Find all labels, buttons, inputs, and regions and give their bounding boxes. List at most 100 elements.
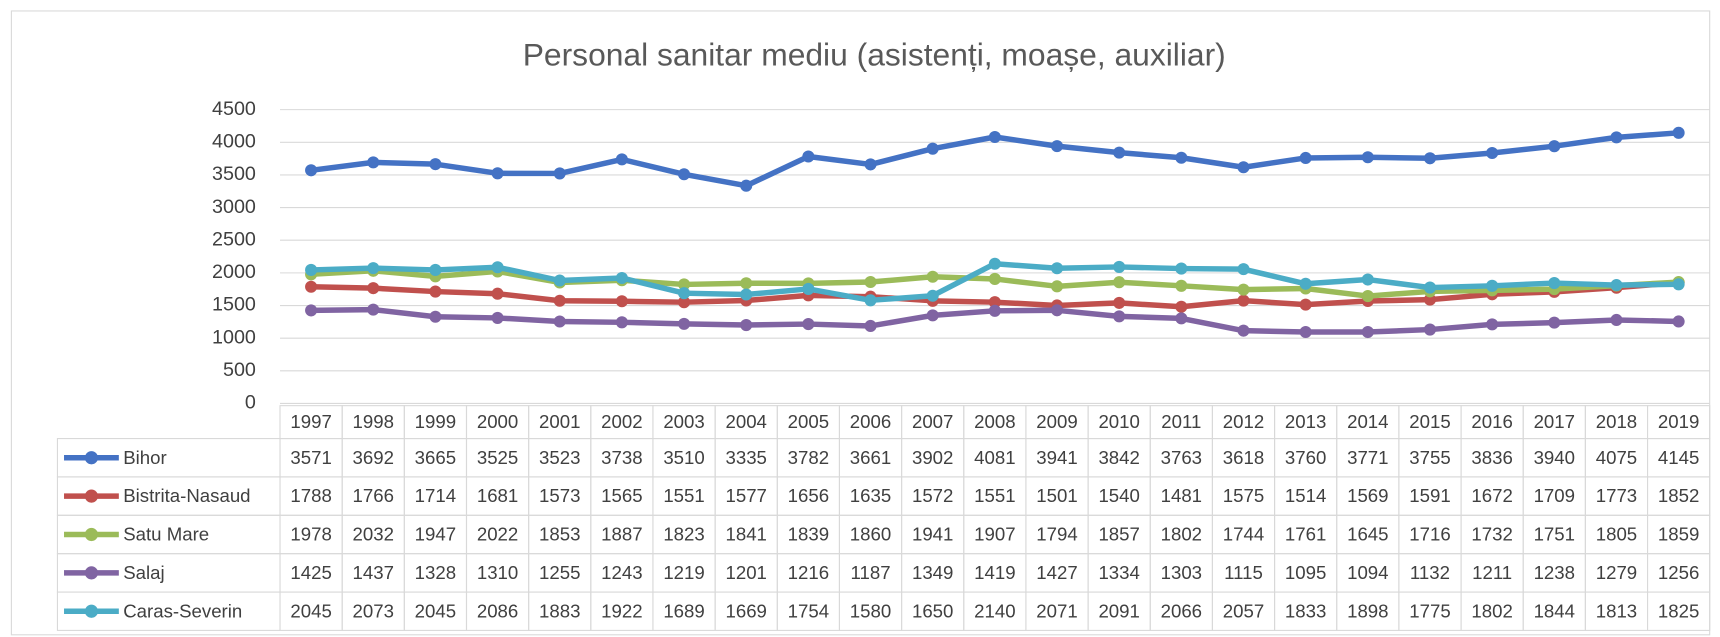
table-value: 3940 [1534,447,1575,468]
table-value: 3782 [788,447,829,468]
table-value: 1766 [353,485,394,506]
x-tick-label: 2008 [974,411,1015,432]
chart-title: Personal sanitar mediu (asistenți, moașe… [523,36,1226,72]
table-value: 1565 [601,485,642,506]
series-marker [1486,279,1499,292]
series-marker [553,167,566,180]
series-marker [1175,279,1188,292]
series-marker [1672,126,1685,139]
y-tick-label: 500 [223,359,256,381]
table-value: 3941 [1036,447,1077,468]
table-value: 1805 [1596,524,1637,545]
series-marker [678,278,691,291]
table-value: 1201 [725,562,766,583]
table-value: 3738 [601,447,642,468]
x-tick-label: 2015 [1409,411,1450,432]
table-value: 3525 [477,447,518,468]
table-value: 1672 [1471,485,1512,506]
table-value: 1279 [1596,562,1637,583]
y-tick-label: 2000 [212,261,256,283]
series-marker [1672,315,1685,328]
legend-marker [84,451,99,465]
series-marker [1175,300,1188,313]
series-marker [1175,312,1188,325]
table-value: 1303 [1161,562,1202,583]
x-tick-label: 2010 [1098,411,1139,432]
series-marker [1361,326,1374,339]
table-value: 1115 [1224,562,1263,583]
series-marker [305,263,318,276]
table-value: 3902 [912,447,953,468]
table-value: 2071 [1036,600,1077,621]
table-value: 1732 [1471,524,1512,545]
series-marker [305,164,318,177]
table-value: 1187 [851,562,891,583]
series-marker [1299,151,1312,164]
table-value: 1635 [850,485,891,506]
table-value: 2140 [974,600,1015,621]
table-value: 1714 [415,485,456,506]
table-value: 2091 [1098,600,1139,621]
table-value: 1898 [1347,600,1388,621]
table-value: 3661 [850,447,891,468]
x-tick-label: 2019 [1658,411,1699,432]
series-marker [429,158,442,171]
series-marker [367,262,380,275]
series-marker [1237,263,1250,276]
x-tick-label: 2014 [1347,411,1388,432]
series-marker [429,263,442,276]
series-marker [678,296,691,309]
legend-marker [84,489,99,503]
table-value: 3510 [663,447,704,468]
table-value: 1211 [1472,562,1512,583]
series-marker [802,150,815,163]
table-value: 1575 [1223,485,1264,506]
series-marker [429,310,442,323]
table-value: 1839 [788,524,829,545]
table-value: 1427 [1036,562,1077,583]
table-value: 1591 [1409,485,1450,506]
table-value: 3692 [353,447,394,468]
table-value: 1681 [477,485,518,506]
legend-label: Bihor [123,447,166,468]
table-value: 1669 [725,600,766,621]
table-value: 1094 [1347,562,1388,583]
legend-marker [84,566,99,580]
table-cell [1646,591,1711,631]
table-value: 1833 [1285,600,1326,621]
table-value: 1841 [725,524,766,545]
table-value: 2057 [1223,600,1264,621]
x-tick-label: 1997 [290,411,331,432]
table-value: 2045 [290,600,331,621]
table-value: 1132 [1410,562,1450,583]
table-value: 1761 [1285,524,1326,545]
x-tick-label: 2011 [1161,411,1201,432]
series-marker [926,289,939,302]
series-marker [802,282,815,295]
table-value: 3760 [1285,447,1326,468]
series-marker [1050,262,1064,275]
series-marker [1423,281,1437,294]
series-marker [1486,318,1499,331]
series-marker [1113,260,1126,273]
table-value: 1941 [912,524,953,545]
table-value: 1773 [1596,485,1637,506]
y-tick-label: 0 [245,392,256,414]
series-marker [1237,294,1250,307]
table-value: 1256 [1658,562,1699,583]
x-tick-label: 2006 [850,411,891,432]
series-marker [926,270,939,283]
table-value: 1216 [788,562,829,583]
series-marker [1610,131,1623,144]
chart-frame [10,10,1711,636]
table-value: 1788 [290,485,331,506]
series-marker [491,261,504,274]
table-value: 1540 [1098,485,1139,506]
series-marker [678,317,691,330]
table-value: 1569 [1347,485,1388,506]
table-value: 1573 [539,485,580,506]
series-marker [740,179,753,192]
series-marker [1237,161,1250,174]
x-tick-label: 2001 [539,411,580,432]
legend-label: Caras-Severin [123,600,242,621]
